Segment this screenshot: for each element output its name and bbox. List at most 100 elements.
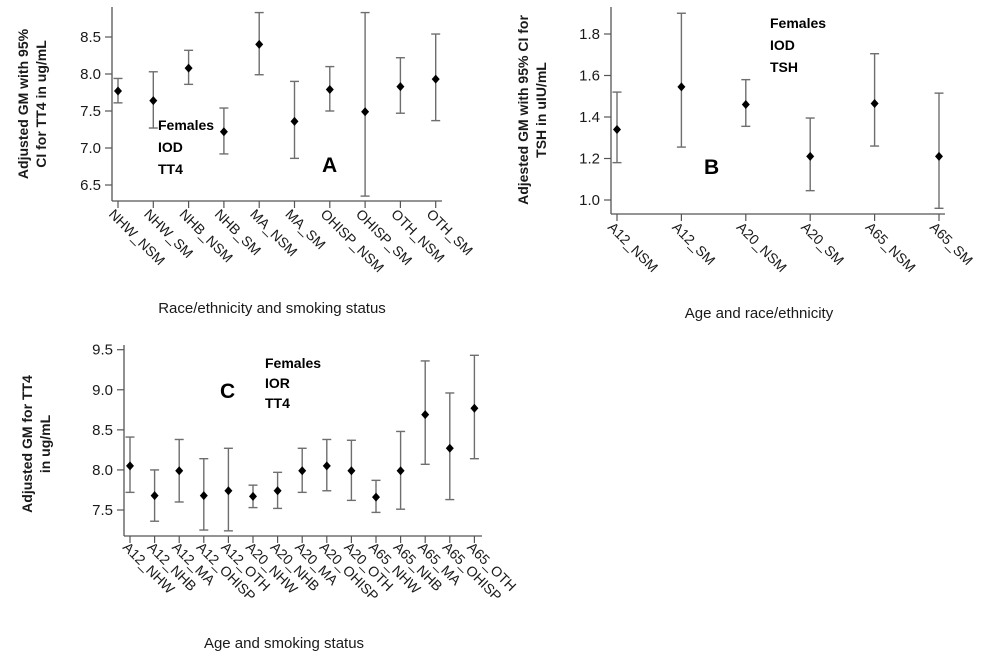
point-marker	[199, 491, 208, 501]
point-marker	[273, 486, 282, 496]
panel-letter: C	[220, 380, 235, 403]
point-marker	[150, 491, 159, 501]
panel-a: 6.57.07.58.08.5NHW_NSMNHW_SMNHB_NSMNHB_S…	[15, 7, 476, 317]
point-marker	[677, 82, 686, 92]
data-point-ohisp-nsm	[325, 65, 335, 112]
data-point-a65-nhw	[371, 479, 381, 514]
point-marker	[184, 63, 193, 73]
point-marker	[445, 443, 454, 453]
panel-c: 7.58.08.59.09.5A12_NHWA12_NHBA12_MAA12_O…	[19, 342, 520, 652]
y-tick-label: 1.2	[579, 151, 600, 168]
data-point-nhb-sm	[219, 107, 229, 155]
annotation-line: Females	[265, 355, 321, 371]
y-tick-label: 1.0	[579, 192, 600, 209]
point-marker	[396, 466, 405, 476]
annotation-line: IOD	[158, 139, 183, 155]
data-point-nhw-nsm	[113, 77, 123, 104]
point-marker	[114, 86, 122, 96]
point-marker	[431, 74, 440, 84]
data-point-a65-oth	[469, 354, 479, 460]
annotation-line: TT4	[265, 395, 290, 411]
y-tick-label: 6.5	[80, 177, 101, 194]
data-point-a65-sm	[934, 92, 944, 210]
y-axis-title: Adjested GM with 95% CI for	[515, 15, 531, 205]
data-point-oth-nsm	[395, 57, 405, 114]
point-marker	[613, 124, 621, 134]
point-marker	[347, 466, 356, 476]
x-axis-title: Race/ethnicity and smoking status	[158, 300, 386, 317]
data-point-a12-ma	[174, 438, 184, 503]
point-marker	[470, 403, 479, 413]
point-marker	[396, 82, 405, 92]
annotation-line: TSH	[770, 59, 798, 75]
y-axis-title: Adjusted GM for TT4	[19, 375, 35, 513]
data-point-a20-sm	[805, 117, 815, 192]
point-marker	[870, 99, 879, 109]
data-point-a20-ma	[297, 447, 307, 494]
data-point-a12-oth	[223, 447, 233, 532]
point-marker	[290, 116, 299, 126]
data-point-a65-ma	[420, 360, 430, 466]
data-point-a12-ohisp	[199, 458, 209, 531]
point-marker	[322, 461, 331, 471]
x-tick-label: A12_SM	[669, 219, 718, 268]
y-tick-label: 7.5	[80, 103, 101, 120]
y-axis-title: in ug/mL	[37, 414, 53, 473]
point-marker	[255, 39, 264, 49]
y-tick-label: 1.6	[579, 68, 600, 85]
y-tick-label: 7.5	[92, 502, 113, 519]
data-point-a20-oth	[346, 439, 356, 502]
x-tick-label: A20_NSM	[734, 219, 790, 275]
data-point-a12-nhb	[150, 469, 160, 522]
annotation-line: IOR	[265, 375, 290, 391]
y-tick-label: 1.8	[579, 26, 600, 43]
point-marker	[249, 491, 257, 501]
x-axis-title: Age and smoking status	[204, 635, 364, 652]
x-tick-label: A65_NSM	[862, 219, 918, 275]
point-marker	[298, 466, 307, 476]
point-marker	[175, 466, 184, 476]
x-axis-title: Age and race/ethnicity	[685, 305, 834, 322]
x-tick-label: A20_SM	[798, 219, 847, 268]
data-point-a12-sm	[676, 12, 686, 148]
x-tick-label: A12_NSM	[605, 219, 661, 275]
annotation-line: TT4	[158, 161, 183, 177]
point-marker	[361, 107, 370, 117]
point-marker	[126, 461, 134, 471]
y-tick-label: 7.0	[80, 140, 101, 157]
point-marker	[224, 486, 233, 496]
panel-b: 1.0 1.2 1.4 1.6 1.8 A12_NSM A12_SM A20_NSM A20_S…	[515, 7, 976, 322]
data-point-nhw-sm	[148, 71, 158, 129]
y-tick-label: 8.5	[80, 29, 101, 46]
data-point-a20-nhw	[248, 484, 258, 509]
annotation-line: Females	[770, 15, 826, 31]
point-marker	[325, 85, 334, 95]
data-point-ma-nsm	[254, 11, 264, 76]
y-tick-label: 8.5	[92, 422, 113, 439]
data-point-a65-nsm	[870, 53, 880, 147]
y-tick-label: 8.0	[80, 66, 101, 83]
point-marker	[935, 151, 943, 161]
y-tick-label: 8.0	[92, 462, 113, 479]
panel-letter: A	[322, 154, 337, 177]
point-marker	[421, 410, 430, 420]
panel-letter: B	[704, 156, 719, 179]
data-point-a12-nsm	[612, 91, 622, 164]
data-point-a20-nsm	[741, 78, 751, 128]
data-point-a20-nhb	[273, 471, 283, 510]
data-point-ma-sm	[290, 80, 299, 160]
y-tick-label: 9.5	[92, 342, 113, 359]
y-axis-title: Adjusted GM with 95%	[15, 28, 31, 179]
y-tick-label: 9.0	[92, 382, 113, 399]
point-marker	[741, 100, 750, 110]
y-axis-title: TSH in uIU/mL	[533, 62, 549, 158]
x-tick-label: A65_SM	[927, 219, 976, 268]
data-point-a65-nhb	[396, 430, 406, 510]
point-marker	[806, 151, 815, 161]
point-marker	[372, 492, 380, 502]
data-point-a20-ohisp	[322, 438, 332, 492]
data-point-a65-ohisp	[445, 392, 455, 501]
data-point-nhb-nsm	[184, 49, 194, 86]
data-point-oth-sm	[431, 33, 441, 122]
